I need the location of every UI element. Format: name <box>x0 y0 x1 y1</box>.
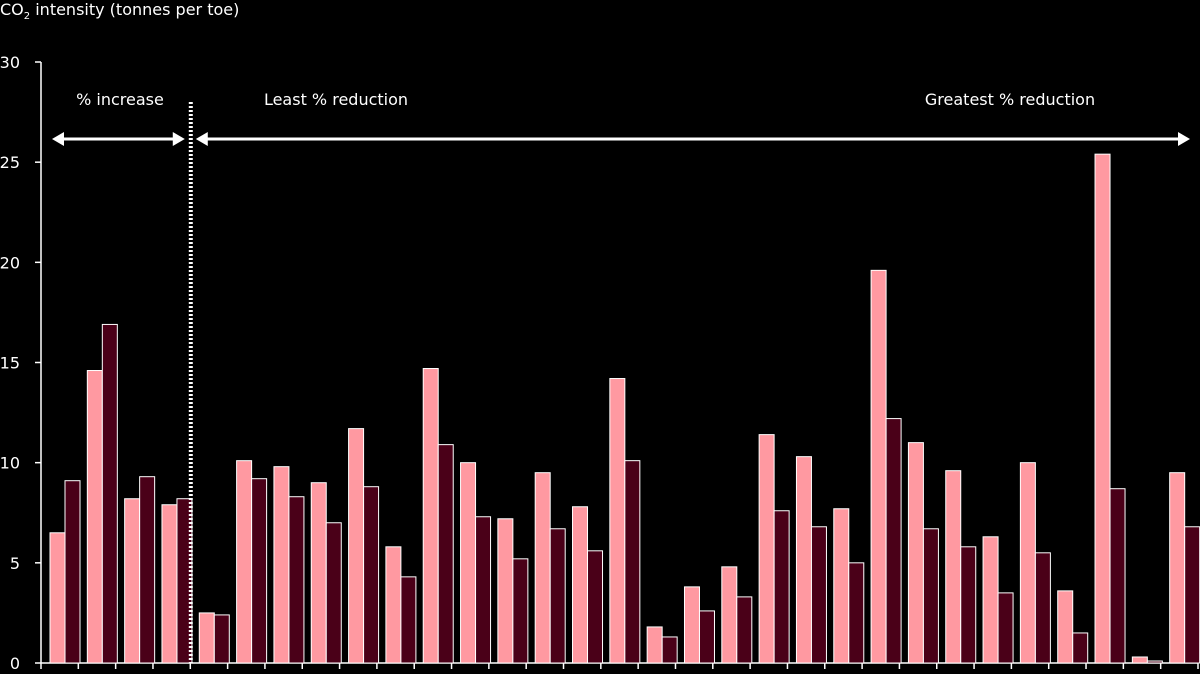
bar-series-2 <box>997 592 1014 664</box>
bar-series-2 <box>1034 552 1051 664</box>
bar-series-1 <box>721 566 738 664</box>
bar-series-2 <box>1146 660 1163 664</box>
bar-series-1 <box>161 504 178 664</box>
y-tick-label: 30 <box>0 53 20 72</box>
y-tick-label: 20 <box>0 253 20 272</box>
bar-series-2 <box>512 558 529 664</box>
bar-series-1 <box>49 532 66 664</box>
bar-series-2 <box>363 486 380 664</box>
y-axis-title-suffix: intensity (tonnes per toe) <box>30 0 240 19</box>
bar-series-2 <box>1072 632 1089 664</box>
arrow-head-left <box>52 132 64 146</box>
bar-series-2 <box>475 516 492 664</box>
bar-series-1 <box>833 508 850 664</box>
bar-series-1 <box>945 470 962 664</box>
y-axis-title-prefix: CO <box>0 0 24 19</box>
bar-series-1 <box>982 536 999 664</box>
bar-series-2 <box>251 478 268 664</box>
bar-series-2 <box>922 528 939 664</box>
y-tick-label: 10 <box>0 454 20 473</box>
arrow-head-right <box>172 132 185 146</box>
bar-series-1 <box>609 378 626 664</box>
bar-series-2 <box>213 614 230 664</box>
bar-series-1 <box>1057 590 1074 664</box>
arrow-head-left <box>195 132 208 146</box>
bar-series-2 <box>960 546 977 664</box>
bar-series-1 <box>460 462 477 664</box>
bar-series-1 <box>572 506 589 664</box>
arrow-head-right <box>1178 132 1190 146</box>
bar-series-1 <box>683 586 700 664</box>
bar-series-2 <box>810 526 827 664</box>
bar-series-1 <box>1094 153 1111 664</box>
bar-series-1 <box>198 612 215 664</box>
bar-series-2 <box>624 460 641 664</box>
bar-series-2 <box>64 480 81 664</box>
bar-series-2 <box>773 510 790 664</box>
y-tick-label: 15 <box>0 354 20 373</box>
bar-series-2 <box>437 444 454 664</box>
y-axis-title: CO2 intensity (tonnes per toe) <box>0 0 239 22</box>
bar-series-2 <box>549 528 566 664</box>
bar-series-2 <box>288 496 305 664</box>
bar-series-1 <box>1131 656 1148 664</box>
bar-series-2 <box>736 596 753 664</box>
bar-series-1 <box>1019 462 1036 664</box>
bar-series-1 <box>646 626 663 664</box>
bar-series-1 <box>236 460 253 664</box>
bar-series-1 <box>795 456 812 664</box>
bar-series-1 <box>870 269 887 664</box>
y-tick-label: 25 <box>0 153 20 172</box>
bar-series-2 <box>698 610 715 664</box>
bar-series-2 <box>1184 526 1200 664</box>
bar-series-1 <box>758 434 775 664</box>
bar-series-1 <box>1169 472 1186 664</box>
bar-series-2 <box>661 636 678 664</box>
bar-series-1 <box>907 442 924 664</box>
bar-series-1 <box>310 482 327 664</box>
bar-series-2 <box>176 498 193 664</box>
annotation-label: Least % reduction <box>264 90 408 109</box>
y-axis-title-subscript: 2 <box>23 11 31 23</box>
bar-series-1 <box>385 546 402 664</box>
annotation-label: Greatest % reduction <box>925 90 1095 109</box>
y-tick-label: 0 <box>10 654 20 673</box>
bar-series-1 <box>86 370 103 664</box>
bar-series-1 <box>422 368 439 664</box>
bar-series-2 <box>139 476 156 664</box>
bar-series-2 <box>325 522 342 664</box>
bar-series-2 <box>101 323 118 664</box>
bar-series-2 <box>885 418 902 664</box>
bar-series-1 <box>534 472 551 664</box>
bar-series-1 <box>124 498 141 664</box>
bar-series-2 <box>1109 488 1126 664</box>
bar-series-2 <box>587 550 604 664</box>
bar-series-2 <box>848 562 865 664</box>
bar-series-1 <box>273 466 290 664</box>
y-tick-label: 5 <box>10 554 20 573</box>
bar-series-1 <box>497 518 514 664</box>
bar-series-1 <box>348 428 365 664</box>
bar-series-2 <box>400 576 417 664</box>
annotation-label: % increase <box>76 90 164 109</box>
